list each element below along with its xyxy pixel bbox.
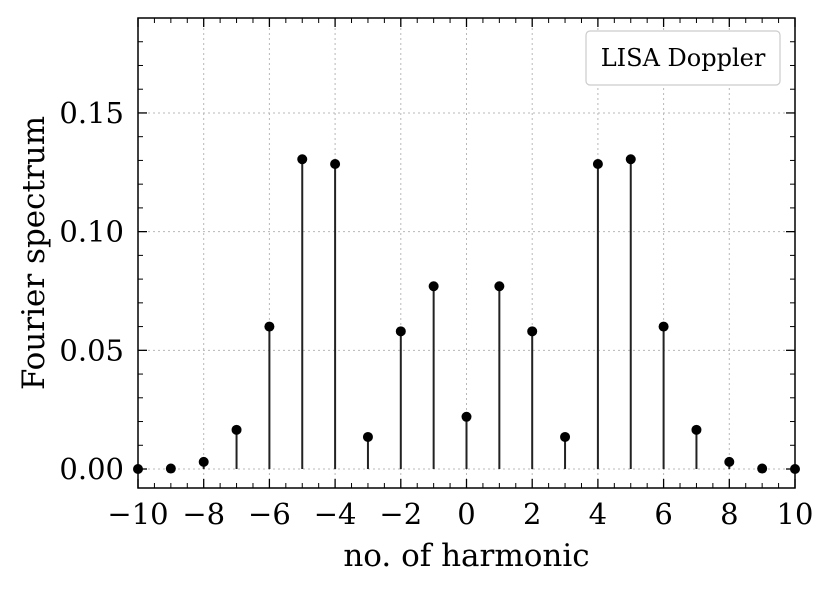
y-tick-label: 0.10 <box>59 215 124 249</box>
stem-marker <box>362 431 373 442</box>
x-tick-label: 10 <box>777 497 814 531</box>
stem-marker <box>527 326 538 337</box>
y-tick-label: 0.00 <box>59 452 124 486</box>
stem-marker <box>428 281 439 292</box>
stem-marker <box>198 456 209 467</box>
stem-marker <box>395 326 406 337</box>
stem-marker <box>461 411 472 422</box>
x-tick-labels: −10 −8 −6 −4 −2 0 2 4 6 8 10 <box>107 497 813 531</box>
y-tick-label: 0.15 <box>59 96 124 130</box>
x-tick-label: −6 <box>248 497 291 531</box>
x-tick-label: 4 <box>589 497 607 531</box>
stem-marker <box>165 463 176 474</box>
x-tick-label: −10 <box>107 497 168 531</box>
legend-label: LISA Doppler <box>601 44 766 72</box>
stem-marker <box>560 431 571 442</box>
stem-marker <box>592 158 603 169</box>
legend-box <box>585 30 781 86</box>
stem-marker <box>625 154 636 165</box>
stem-marker <box>691 424 702 435</box>
ticks <box>137 17 796 488</box>
stem-marker <box>297 154 308 165</box>
stem-marker <box>724 456 735 467</box>
markers <box>133 154 800 475</box>
stem-marker <box>658 321 669 332</box>
y-tick-labels: 0.00 0.05 0.10 0.15 <box>59 96 124 486</box>
x-tick-label: 8 <box>720 497 738 531</box>
x-tick-label: −8 <box>182 497 225 531</box>
x-tick-label: −4 <box>314 497 357 531</box>
stem-marker <box>231 424 242 435</box>
x-tick-label: 0 <box>457 497 475 531</box>
stem-marker <box>330 158 341 169</box>
stem-marker <box>494 281 505 292</box>
stem-marker <box>264 321 275 332</box>
y-axis-label: Fourier spectrum <box>16 116 52 390</box>
stem-marker <box>757 463 768 474</box>
y-tick-label: 0.05 <box>59 333 124 367</box>
x-axis-label: no. of harmonic <box>343 538 589 574</box>
legend: LISA Doppler <box>585 30 781 86</box>
x-tick-label: 2 <box>523 497 541 531</box>
x-tick-label: −2 <box>379 497 422 531</box>
stems <box>169 159 764 470</box>
x-tick-label: 6 <box>654 497 672 531</box>
